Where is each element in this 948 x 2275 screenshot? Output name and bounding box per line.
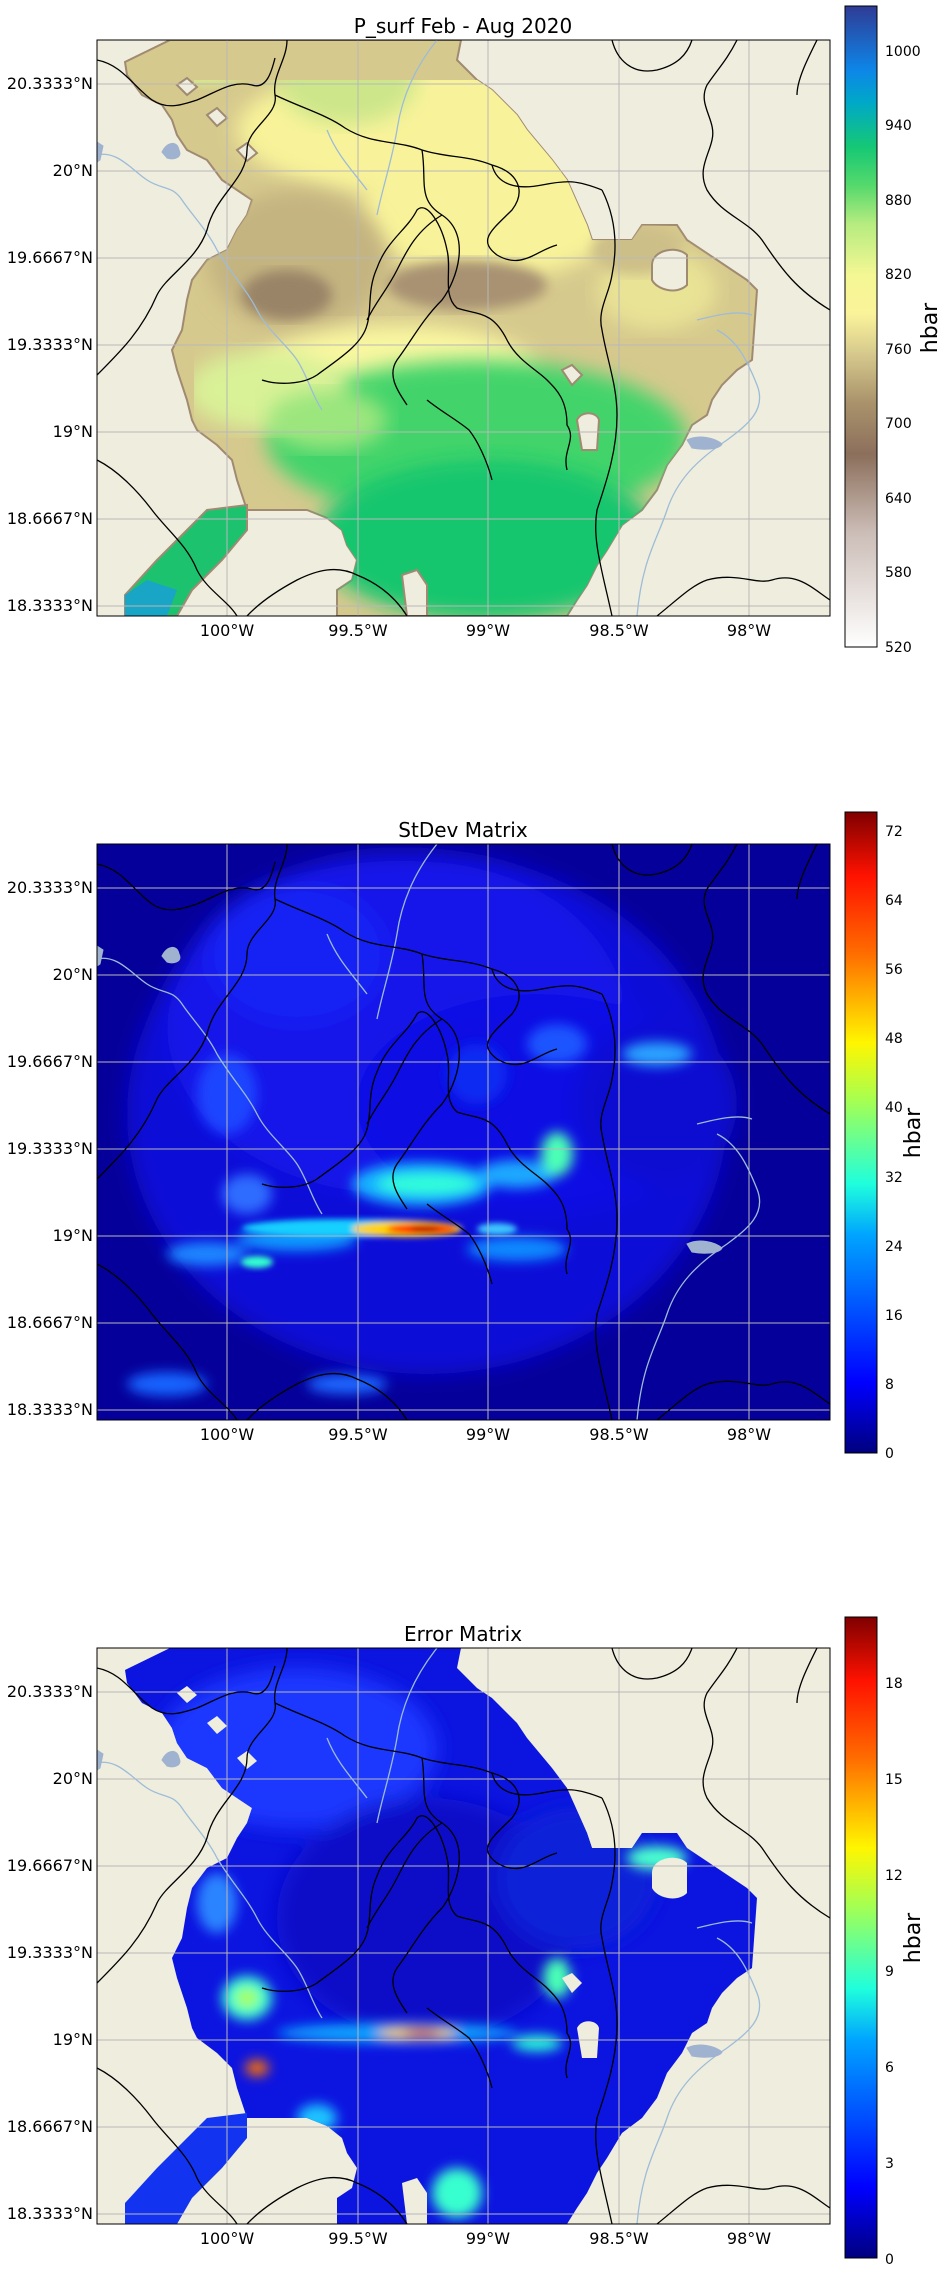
- colorbar-tick: 520: [885, 640, 912, 656]
- map-frame: [96, 39, 831, 617]
- colorbar: 0 8 16 24 32 40 48 56 64 72 hbar: [844, 811, 926, 1462]
- colorbar: 0 3 6 9 12 15 18 hbar: [844, 1616, 926, 2268]
- x-tick-label: 98.5°W: [589, 621, 649, 640]
- panel-p-surf: P_surf Feb - Aug 2020: [7, 5, 943, 656]
- x-axis-labels: 100°W 99.5°W 99°W 98.5°W 98°W: [200, 2229, 771, 2248]
- x-tick-label: 98°W: [727, 2229, 771, 2248]
- x-axis-labels: 100°W 99.5°W 99°W 98.5°W 98°W: [200, 621, 771, 640]
- x-tick-label: 99.5°W: [328, 621, 388, 640]
- colorbar-tick: 15: [885, 1772, 903, 1788]
- map-frame: [96, 1647, 831, 2225]
- colorbar-label: hbar: [918, 302, 943, 353]
- y-tick-label: 19.3333°N: [7, 1139, 93, 1158]
- y-tick-label: 18.3333°N: [7, 596, 93, 615]
- colorbar: 520 580 640 700 760 820 880 940 1000 hba…: [844, 5, 943, 656]
- colorbar-gradient: [844, 5, 878, 648]
- panel-title: StDev Matrix: [398, 818, 528, 842]
- colorbar-gradient: [844, 1616, 878, 2259]
- y-tick-label: 18.6667°N: [7, 1313, 93, 1332]
- colorbar-tick: 32: [885, 1170, 903, 1186]
- colorbar-tick: 48: [885, 1031, 903, 1047]
- x-tick-label: 98.5°W: [589, 1425, 649, 1444]
- colorbar-tick: 1000: [885, 44, 921, 60]
- x-tick-label: 100°W: [200, 1425, 255, 1444]
- y-tick-label: 20.3333°N: [7, 74, 93, 93]
- y-axis-labels: 20.3333°N 20°N 19.6667°N 19.3333°N 19°N …: [7, 1682, 93, 2223]
- colorbar-tick: 640: [885, 491, 912, 507]
- y-axis-labels: 20.3333°N 20°N 19.6667°N 19.3333°N 19°N …: [7, 74, 93, 615]
- y-tick-label: 20.3333°N: [7, 1682, 93, 1701]
- colorbar-tick: 820: [885, 267, 912, 283]
- y-tick-label: 19.3333°N: [7, 1943, 93, 1962]
- colorbar-tick: 3: [885, 2156, 894, 2172]
- colorbar-tick: 8: [885, 1377, 894, 1393]
- y-tick-label: 19°N: [53, 2030, 93, 2049]
- x-tick-label: 99.5°W: [328, 2229, 388, 2248]
- x-tick-label: 98.5°W: [589, 2229, 649, 2248]
- colorbar-tick: 0: [885, 2252, 894, 2268]
- x-tick-label: 99.5°W: [328, 1425, 388, 1444]
- colorbar-label: hbar: [901, 1107, 926, 1158]
- y-tick-label: 20°N: [53, 965, 93, 984]
- colorbar-tick: 40: [885, 1100, 903, 1116]
- colorbar-gradient: [844, 811, 878, 1454]
- colorbar-tick: 64: [885, 893, 903, 909]
- y-tick-label: 19.6667°N: [7, 248, 93, 267]
- x-tick-label: 98°W: [727, 1425, 771, 1444]
- panel-error: Error Matrix: [7, 1616, 926, 2268]
- panel-title: P_surf Feb - Aug 2020: [354, 14, 572, 38]
- y-tick-label: 19°N: [53, 422, 93, 441]
- panel-title: Error Matrix: [404, 1622, 522, 1646]
- map-frame: [96, 843, 831, 1421]
- colorbar-tick: 6: [885, 2060, 894, 2076]
- colorbar-tick: 0: [885, 1446, 894, 1462]
- x-tick-label: 99°W: [466, 2229, 510, 2248]
- y-tick-label: 19°N: [53, 1226, 93, 1245]
- colorbar-label: hbar: [901, 1912, 926, 1963]
- y-tick-label: 18.6667°N: [7, 509, 93, 528]
- colorbar-tick: 9: [885, 1964, 894, 1980]
- x-tick-label: 100°W: [200, 621, 255, 640]
- colorbar-tick: 700: [885, 416, 912, 432]
- colorbar-ticks: 0 3 6 9 12 15 18: [885, 1676, 903, 2268]
- y-tick-label: 18.3333°N: [7, 2204, 93, 2223]
- y-tick-label: 20°N: [53, 161, 93, 180]
- colorbar-tick: 72: [885, 824, 903, 840]
- y-tick-label: 19.6667°N: [7, 1052, 93, 1071]
- x-tick-label: 99°W: [466, 1425, 510, 1444]
- y-tick-label: 20.3333°N: [7, 878, 93, 897]
- colorbar-tick: 16: [885, 1308, 903, 1324]
- colorbar-tick: 24: [885, 1239, 903, 1255]
- colorbar-tick: 18: [885, 1676, 903, 1692]
- stdev-field: [97, 844, 830, 1420]
- colorbar-ticks: 0 8 16 24 32 40 48 56 64 72: [885, 824, 903, 1462]
- x-tick-label: 100°W: [200, 2229, 255, 2248]
- y-tick-label: 18.3333°N: [7, 1400, 93, 1419]
- y-tick-label: 19.3333°N: [7, 335, 93, 354]
- x-axis-labels: 100°W 99.5°W 99°W 98.5°W 98°W: [200, 1425, 771, 1444]
- y-axis-labels: 20.3333°N 20°N 19.6667°N 19.3333°N 19°N …: [7, 878, 93, 1419]
- x-tick-label: 99°W: [466, 621, 510, 640]
- x-tick-label: 98°W: [727, 621, 771, 640]
- panel-stdev: StDev Matrix: [7, 811, 926, 1462]
- colorbar-tick: 880: [885, 193, 912, 209]
- map-area: [97, 1648, 830, 2224]
- colorbar-tick: 12: [885, 1868, 903, 1884]
- colorbar-ticks: 520 580 640 700 760 820 880 940 1000: [885, 44, 921, 656]
- colorbar-tick: 760: [885, 342, 912, 358]
- colorbar-tick: 56: [885, 962, 903, 978]
- map-area: [97, 844, 830, 1420]
- y-tick-label: 20°N: [53, 1769, 93, 1788]
- pressure-field: [97, 40, 830, 616]
- map-area: [97, 40, 830, 616]
- colorbar-tick: 580: [885, 565, 912, 581]
- colorbar-tick: 940: [885, 118, 912, 134]
- y-tick-label: 19.6667°N: [7, 1856, 93, 1875]
- y-tick-label: 18.6667°N: [7, 2117, 93, 2136]
